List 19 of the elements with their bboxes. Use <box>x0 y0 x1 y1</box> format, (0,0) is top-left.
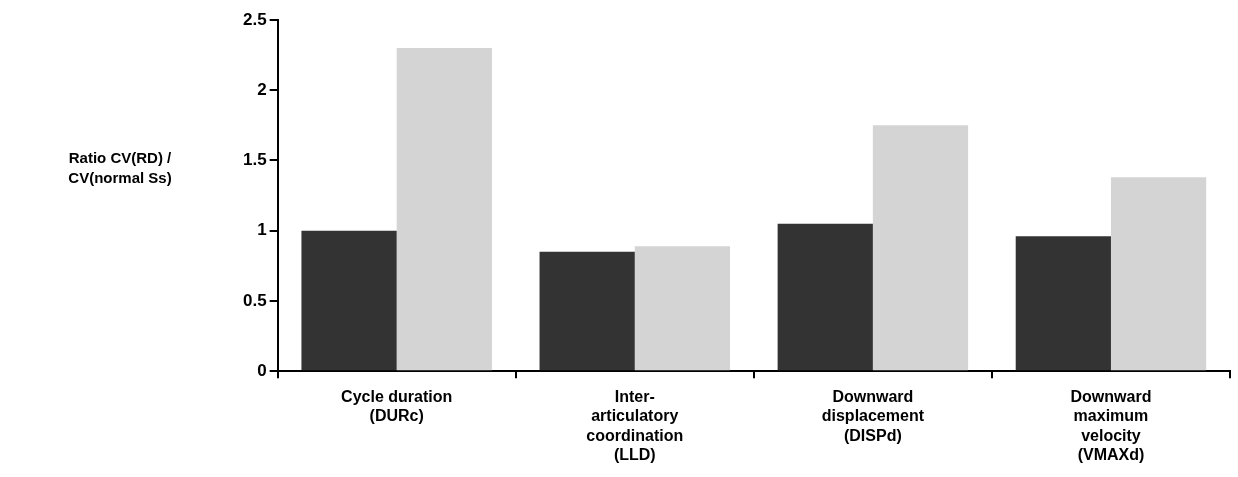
x-tick-label: Downward maximum velocity (VMAXd) <box>1070 388 1152 463</box>
bar <box>301 230 397 371</box>
bar <box>1015 236 1111 371</box>
y-tick-label: 0 <box>257 360 267 380</box>
y-axis-title: Ratio CV(RD) / CV(normal Ss) <box>67 148 173 188</box>
bar <box>634 246 731 371</box>
bar <box>777 223 873 371</box>
y-tick-label: 1 <box>257 220 267 240</box>
y-tick-label: 2.5 <box>242 9 267 29</box>
y-tick-label: 1.5 <box>242 150 267 170</box>
bar <box>872 125 969 371</box>
bar <box>1110 177 1207 371</box>
bar <box>539 251 635 371</box>
x-tick-label: Downward displacement (DISPd) <box>821 388 925 444</box>
x-tick-label: Inter-articulatory coordination (LLD) <box>586 388 684 463</box>
x-tick-label: Cycle duration (DURc) <box>341 388 453 425</box>
y-tick-label: 0.5 <box>242 290 267 310</box>
bar <box>396 48 492 371</box>
y-tick-label: 2 <box>257 79 267 99</box>
